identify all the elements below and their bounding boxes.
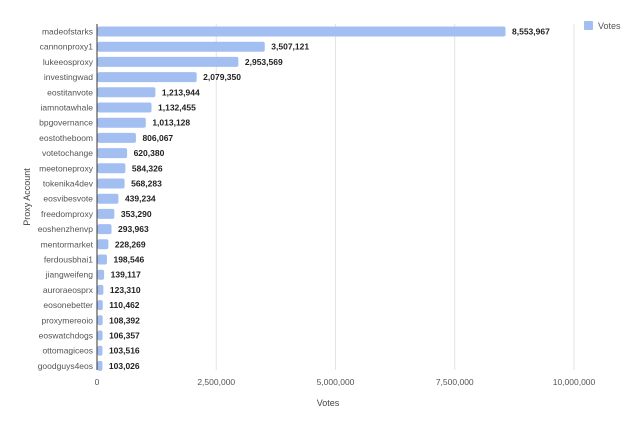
bar-eostotheboom xyxy=(97,132,136,143)
bar-bpgovernance xyxy=(97,117,146,128)
y-axis-title: Proxy Account xyxy=(22,168,32,226)
value-label: 353,290 xyxy=(121,209,152,219)
category-label: iamnotawhale xyxy=(41,103,94,113)
category-label: cannonproxy1 xyxy=(40,42,94,52)
legend: Votes xyxy=(584,21,621,31)
value-label: 103,026 xyxy=(109,361,140,371)
category-label: eostotheboom xyxy=(39,133,93,143)
bar-eosvibesvote xyxy=(97,193,119,204)
category-label: bpgovernance xyxy=(39,118,93,128)
bar-goodguys4eos xyxy=(97,360,103,371)
bar-auroraeosprx xyxy=(97,284,104,295)
x-tick-label: 10,000,000 xyxy=(553,377,596,387)
category-label: investingwad xyxy=(44,72,93,82)
value-label: 103,516 xyxy=(109,346,140,356)
x-tick-label: 2,500,000 xyxy=(197,377,235,387)
bar-lukeeosproxy xyxy=(97,56,239,67)
category-label: eoshenzhenvp xyxy=(38,224,94,234)
bar-investingwad xyxy=(97,72,197,83)
bar-mentormarket xyxy=(97,239,109,250)
value-label: 3,507,121 xyxy=(271,42,309,52)
value-label: 106,357 xyxy=(109,331,140,341)
bar-tokenika4dev xyxy=(97,178,125,189)
category-label: jiangweifeng xyxy=(45,270,94,280)
value-label: 1,132,455 xyxy=(158,103,196,113)
value-label: 293,963 xyxy=(118,224,149,234)
category-label: madeofstarks xyxy=(42,27,93,37)
value-label: 584,326 xyxy=(132,163,163,173)
value-label: 110,462 xyxy=(109,300,140,310)
value-label: 139,117 xyxy=(111,270,142,280)
category-label: tokenika4dev xyxy=(43,179,94,189)
value-label: 1,013,128 xyxy=(152,118,190,128)
x-axis-title: Votes xyxy=(317,398,340,408)
category-label: eosonebetter xyxy=(43,300,93,310)
value-label: 2,953,569 xyxy=(245,57,283,67)
category-label: meetoneproxy xyxy=(39,163,94,173)
category-label: votetochange xyxy=(42,148,93,158)
bar-eosonebetter xyxy=(97,300,103,311)
category-label: ferdousbhai1 xyxy=(44,255,93,265)
bar-eoshenzhenvp xyxy=(97,224,112,235)
value-label: 1,213,944 xyxy=(162,87,200,97)
x-tick-label: 7,500,000 xyxy=(436,377,474,387)
bar-ottomagiceos xyxy=(97,345,103,356)
bar-eoswatchdogs xyxy=(97,330,103,341)
value-label: 8,553,967 xyxy=(512,27,550,37)
legend-label: Votes xyxy=(598,21,621,31)
value-label: 2,079,350 xyxy=(203,72,241,82)
bar-iamnotawhale xyxy=(97,102,152,113)
bar-meetoneproxy xyxy=(97,163,126,174)
value-label: 568,283 xyxy=(131,179,162,189)
category-label: proxymereoio xyxy=(42,315,94,325)
bar-madeofstarks xyxy=(97,26,506,37)
value-label: 439,234 xyxy=(125,194,156,204)
value-label: 620,380 xyxy=(134,148,165,158)
category-label: auroraeosprx xyxy=(43,285,94,295)
bars-group xyxy=(97,26,506,371)
value-labels: 8,553,967 3,507,121 2,953,569 2,079,3501,21… xyxy=(109,27,550,371)
bar-freedomproxy xyxy=(97,208,115,219)
bar-ferdousbhai1 xyxy=(97,254,107,265)
value-label: 123,310 xyxy=(110,285,141,295)
category-label: freedomproxy xyxy=(41,209,94,219)
category-label: eosvibesvote xyxy=(43,194,93,204)
value-label: 198,546 xyxy=(113,255,144,265)
value-label: 806,067 xyxy=(142,133,173,143)
grid-lines xyxy=(215,24,575,370)
value-label: 108,392 xyxy=(109,315,140,325)
value-label: 228,269 xyxy=(115,239,146,249)
category-label: ottomagiceos xyxy=(42,346,93,356)
bar-cannonproxy1 xyxy=(97,41,265,52)
bar-eostitanvote xyxy=(97,87,156,98)
category-label: goodguys4eos xyxy=(38,361,93,371)
bar-votetochange xyxy=(97,148,128,159)
category-label: mentormarket xyxy=(41,239,94,249)
bar-proxymereoio xyxy=(97,315,103,326)
category-labels: madeofstarks cannonproxy1 lukeeosproxy inve… xyxy=(38,27,94,371)
category-label: eostitanvote xyxy=(47,87,93,97)
category-label: lukeeosproxy xyxy=(43,57,94,67)
bar-jiangweifeng xyxy=(97,269,105,280)
x-tick-labels: 0 2,500,000 5,000,000 7,500,000 10,000,000 xyxy=(95,377,596,387)
legend-swatch xyxy=(584,21,593,30)
x-tick-label: 0 xyxy=(95,377,100,387)
x-tick-label: 5,000,000 xyxy=(317,377,355,387)
category-label: eoswatchdogs xyxy=(39,331,93,341)
